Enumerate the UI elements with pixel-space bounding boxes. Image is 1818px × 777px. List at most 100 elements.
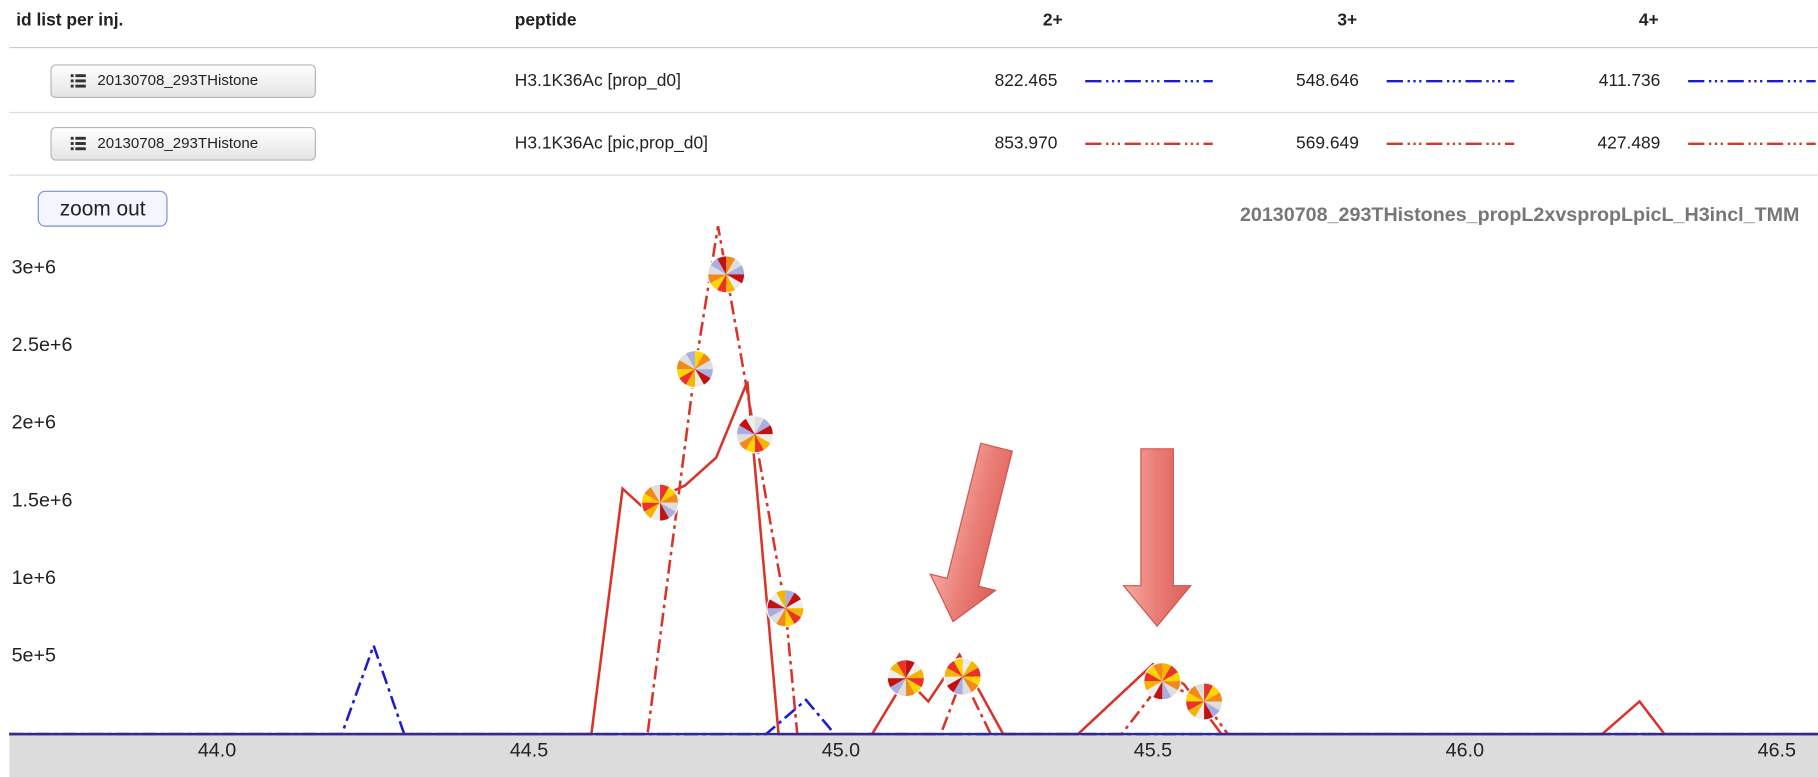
marker-wedge <box>736 434 755 444</box>
list-icon[interactable] <box>75 84 86 88</box>
marker-wedge <box>710 258 727 275</box>
marker-wedge <box>1162 681 1181 691</box>
marker-wedge <box>785 608 795 627</box>
id-marker <box>886 659 925 698</box>
marker-outline <box>735 415 774 454</box>
marker-wedge <box>946 660 963 677</box>
list-icon[interactable] <box>75 79 86 83</box>
marker-wedge <box>1185 692 1205 702</box>
marker-wedge <box>766 598 786 609</box>
list-icon[interactable] <box>75 147 86 151</box>
marker-wedge <box>1188 685 1205 702</box>
x-tick-label: 46.0 <box>1446 740 1484 762</box>
marker-wedge <box>707 265 727 275</box>
marker-wedge <box>1204 701 1214 721</box>
marker-outline <box>1184 682 1224 721</box>
marker-outline <box>766 589 805 628</box>
marker-wedge <box>643 502 661 519</box>
peptide-name: H3.1K36Ac [pic,prop_d0] <box>515 132 708 152</box>
marker-wedge <box>726 255 736 275</box>
list-icon[interactable] <box>70 136 74 140</box>
column-header: 3+ <box>1337 9 1357 29</box>
marker-wedge <box>944 676 963 686</box>
mz-value: 822.465 <box>995 70 1058 90</box>
marker-wedge <box>962 660 979 677</box>
marker-wedge <box>726 258 743 275</box>
marker-wedge <box>962 658 972 677</box>
column-header: id list per inj. <box>16 9 123 29</box>
marker-wedge <box>660 486 677 503</box>
y-tick-label: 3e+6 <box>12 256 56 278</box>
marker-wedge <box>726 274 745 284</box>
annotation-arrow <box>929 442 1013 623</box>
marker-wedge <box>1162 681 1179 698</box>
marker-wedge <box>745 434 755 453</box>
chart-title: 20130708_293THistones_propL2xvspropLpicL… <box>1240 204 1799 226</box>
marker-wedge <box>660 484 670 503</box>
list-icon[interactable] <box>70 147 74 151</box>
list-icon[interactable] <box>70 74 74 78</box>
button-frame[interactable] <box>50 126 316 161</box>
marker-wedge <box>1152 681 1163 700</box>
marker-wedge <box>1143 672 1163 682</box>
marker-wedge <box>1143 681 1163 691</box>
mz-value: 853.970 <box>995 132 1058 152</box>
marker-wedge <box>905 678 922 695</box>
button-label[interactable]: 20130708_293THistone <box>97 135 258 152</box>
marker-wedge <box>766 608 786 618</box>
marker-wedge <box>754 434 774 444</box>
marker-wedge <box>1194 701 1205 721</box>
x-axis-band <box>9 734 1818 777</box>
y-tick-label: 1.5e+6 <box>12 489 73 511</box>
marker-wedge <box>676 369 695 379</box>
zoom-out-button[interactable]: zoom out <box>37 190 168 227</box>
column-header: peptide <box>515 9 577 29</box>
list-icon[interactable] <box>70 142 74 145</box>
marker-wedge <box>1204 701 1221 718</box>
marker-wedge <box>769 592 786 609</box>
marker-wedge <box>905 662 922 679</box>
marker-wedge <box>650 502 661 522</box>
id-list-button[interactable]: 20130708_293THistone <box>50 64 316 98</box>
marker-wedge <box>905 668 925 679</box>
marker-wedge <box>660 502 679 512</box>
marker-wedge <box>905 659 916 679</box>
marker-wedge <box>905 678 916 697</box>
marker-wedge <box>776 589 786 609</box>
marker-wedge <box>1162 665 1179 682</box>
button-frame[interactable] <box>50 64 316 98</box>
button-label[interactable]: 20130708_293THistone <box>97 72 258 89</box>
x-tick-label: 44.0 <box>198 740 236 762</box>
list-icon[interactable] <box>75 142 86 145</box>
marker-wedge <box>889 662 906 679</box>
marker-wedge <box>676 359 695 370</box>
marker-wedge <box>953 676 963 696</box>
x-tick-label: 45.5 <box>1134 740 1172 762</box>
marker-wedge <box>887 678 906 688</box>
x-tick-label: 46.5 <box>1758 740 1796 762</box>
marker-wedge <box>1204 701 1223 711</box>
marker-wedge <box>716 255 727 275</box>
marker-wedge <box>962 667 982 677</box>
marker-wedge <box>643 486 661 503</box>
marker-wedge <box>1204 685 1221 702</box>
marker-wedge <box>694 369 714 379</box>
list-icon[interactable] <box>75 74 86 78</box>
list-icon[interactable] <box>75 136 86 140</box>
marker-wedge <box>685 369 695 388</box>
list-icon[interactable] <box>70 79 74 83</box>
button-label[interactable]: zoom out <box>60 197 146 220</box>
marker-wedge <box>754 434 771 451</box>
marker-wedge <box>1152 662 1163 682</box>
marker-outline <box>707 255 746 294</box>
list-icon[interactable] <box>70 84 74 88</box>
marker-outline <box>886 659 925 698</box>
button-frame[interactable] <box>37 190 168 227</box>
peptide-table: id list per inj. peptide 2+ 3+ 4+ 201307… <box>9 9 1818 176</box>
marker-wedge <box>726 274 743 291</box>
marker-wedge <box>785 608 802 625</box>
marker-outline <box>943 657 982 696</box>
id-list-button[interactable]: 20130708_293THistone <box>50 126 316 161</box>
marker-wedge <box>650 484 661 503</box>
